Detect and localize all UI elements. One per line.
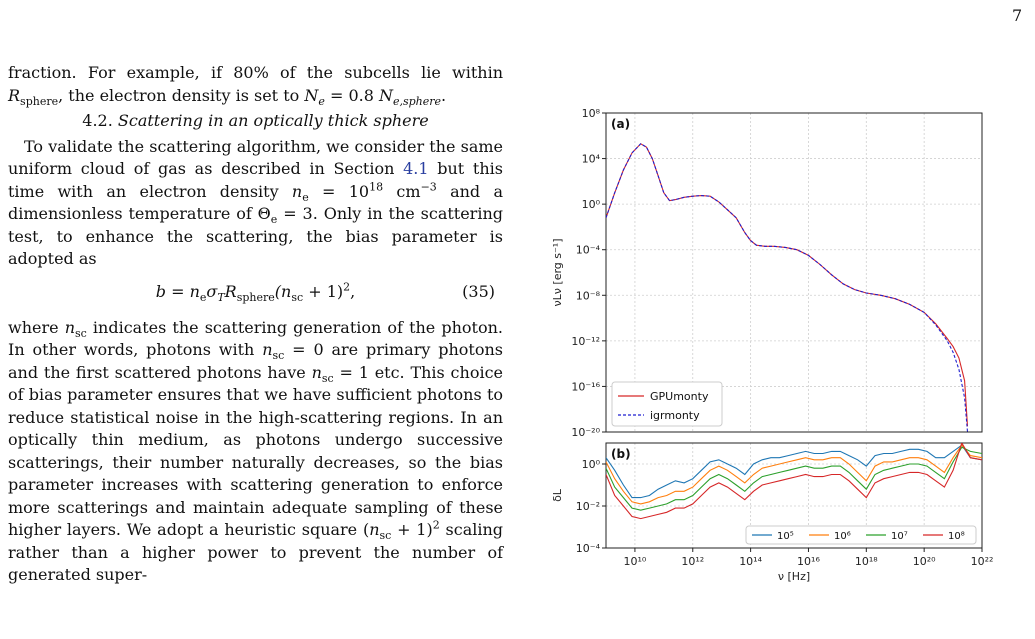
- y-tick-label: 10⁻¹²: [571, 335, 600, 348]
- series-line-10⁸: [606, 443, 982, 520]
- series-line-10⁵: [606, 444, 982, 499]
- legend-b: 10⁵ 10⁶ 10⁷ 10⁸: [745, 525, 977, 545]
- y-tick-label: 10⁻⁴: [576, 542, 601, 555]
- x-tick-label: 10¹²: [681, 555, 704, 568]
- x-tick-label: 10¹⁰: [624, 555, 647, 568]
- legend-entry: 10⁷: [891, 531, 908, 542]
- y-tick-label: 10⁻⁴: [576, 244, 601, 257]
- y-axis-label-a: νLν [erg s⁻¹]: [551, 238, 564, 306]
- series-line-igrmonty: [606, 143, 969, 432]
- x-tick-label: 10¹⁴: [739, 555, 762, 568]
- y-tick-label: 10⁻²⁰: [571, 426, 600, 439]
- x-tick-label: 10²²: [971, 555, 994, 568]
- x-tick-label: 10¹⁸: [855, 555, 878, 568]
- panel-b-label: (b): [611, 447, 631, 461]
- legend-entry: 10⁵: [777, 531, 794, 542]
- legend-entry: igrmonty: [650, 409, 700, 422]
- panel-b-frame: [605, 442, 983, 549]
- legend-entry: 10⁶: [834, 531, 851, 542]
- page-number: 7: [1012, 6, 1023, 25]
- legend-b-box: [745, 525, 977, 545]
- y-tick-label: 10⁻¹⁶: [571, 380, 600, 393]
- paragraph-3: where nsc indicates the scattering gener…: [8, 317, 504, 585]
- panel-b-series-group: [606, 443, 982, 520]
- section-link[interactable]: 4.1: [403, 159, 429, 178]
- panel-a-label: (a): [611, 117, 630, 131]
- series-line-10⁶: [606, 444, 982, 505]
- legend-a: GPUmonty igrmonty: [611, 381, 723, 427]
- spectrum-figure: 10⁸ 10⁴ 10⁰ 10⁻⁴ 10⁻⁸ 10⁻¹² 10⁻¹⁶ 10⁻²⁰ (a) 10⁰ 10…: [551, 107, 994, 583]
- y-axis-label-b: δL: [551, 488, 564, 502]
- text-column: fraction. For example, if 80% of the sub…: [8, 62, 503, 587]
- equation-35: b = neσTRsphere(nsc + 1)2, (35): [8, 271, 503, 317]
- panel-a-series-group: [606, 143, 969, 432]
- section-heading: 4.2. Scattering in an optically thick sp…: [82, 111, 429, 130]
- x-axis-label: ν [Hz]: [778, 570, 810, 583]
- y-tick-label: 10⁴: [582, 153, 601, 166]
- panel-a-frame: [605, 112, 983, 433]
- equation: b = neσTRsphere(nsc + 1)2,: [155, 280, 356, 304]
- y-tick-label: 10⁻⁸: [576, 289, 601, 302]
- y-tick-label: 10⁰: [582, 198, 601, 211]
- x-tick-label: 10¹⁶: [797, 555, 820, 568]
- y-tick-label: 10⁰: [582, 458, 601, 471]
- y-tick-label: 10⁸: [582, 107, 601, 120]
- equation-number: (35): [462, 281, 495, 301]
- paragraph-1: fraction. For example, if 80% of the sub…: [8, 63, 503, 108]
- paragraph-2: To validate the scattering algorithm, we…: [8, 136, 504, 269]
- y-tick-label: 10⁻²: [576, 500, 600, 513]
- x-tick-label: 10²⁰: [913, 555, 936, 568]
- series-line-10⁷: [606, 446, 982, 511]
- legend-entry: 10⁸: [948, 531, 965, 542]
- legend-entry: GPUmonty: [650, 390, 709, 403]
